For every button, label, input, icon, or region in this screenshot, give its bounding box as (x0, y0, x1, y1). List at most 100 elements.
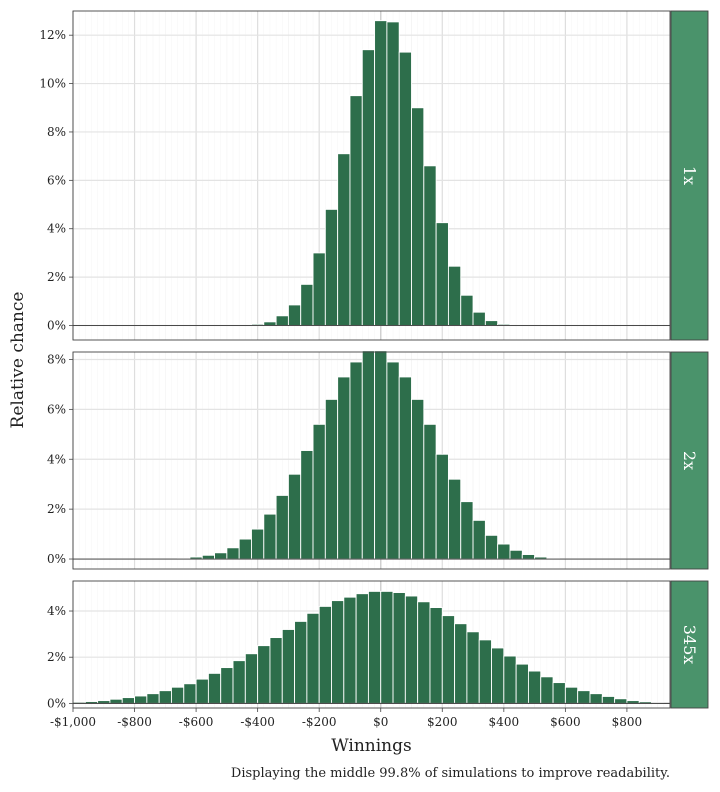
histogram-bar (404, 595, 419, 704)
histogram-bar (564, 686, 579, 704)
histogram-bar (318, 605, 332, 704)
histogram-bar (484, 534, 499, 560)
histogram-bar (158, 690, 172, 704)
histogram-bar (478, 639, 492, 704)
histogram-bar (300, 283, 314, 326)
histogram-bar (435, 453, 449, 560)
histogram-bar (232, 660, 246, 704)
panel-border (72, 351, 671, 570)
facet-strip (670, 351, 709, 570)
chart-panels: 0% 2% 4% 6% 8% 10% 12% 1x 0% 2% 4% 6% 8% 2x 0% 2% 4% 345x (39, 10, 709, 710)
histogram-bar (251, 528, 265, 560)
histogram-bar (429, 607, 443, 704)
histogram-bar (275, 315, 289, 326)
x-axis-title: Winnings (331, 736, 412, 756)
y-tick-label: 8% (47, 125, 66, 139)
histogram-bar (472, 311, 486, 326)
histogram-bar (324, 208, 339, 326)
panel-1x: 0% 2% 4% 6% 8% 10% 12% 1x (39, 10, 709, 341)
histogram-bar (435, 222, 449, 326)
histogram-bar (331, 600, 345, 704)
histogram-bar (472, 519, 486, 560)
histogram-bar (263, 513, 277, 560)
y-tick-label: 12% (39, 28, 66, 42)
y-tick-label: 4% (47, 452, 66, 466)
histogram-bar (460, 501, 474, 560)
histogram-bar (441, 615, 456, 704)
y-tick-label: 0% (47, 552, 66, 566)
histogram-bar (589, 693, 603, 704)
histogram-bar (484, 320, 499, 326)
facet-strip-label: 345x (680, 625, 699, 665)
histogram-bar (121, 697, 135, 704)
histogram-bar (374, 20, 388, 326)
facet-strip-label: 2x (680, 451, 699, 470)
panel-border (72, 580, 671, 709)
histogram-bar (374, 350, 388, 560)
histogram-bar (146, 693, 160, 704)
x-tick-label: -$600 (179, 715, 214, 729)
histogram-bar (577, 690, 591, 704)
x-tick-label: -$800 (117, 715, 152, 729)
x-tick-label: $0 (373, 715, 388, 729)
y-tick-label: 2% (47, 270, 66, 284)
histogram-bar (491, 647, 505, 704)
histogram-bar (312, 252, 326, 326)
x-axis: -$1,000 -$800 -$600 -$400 -$200 $0 $200 $400 $60… (50, 708, 642, 729)
histogram-bar (324, 398, 339, 560)
histogram-bar (386, 21, 400, 326)
y-tick-label: 2% (47, 650, 66, 664)
histogram-bar (263, 321, 277, 326)
histogram-bar (411, 107, 425, 326)
histogram-bar (195, 678, 209, 704)
histogram-bar (380, 590, 394, 704)
x-tick-label: $800 (612, 715, 643, 729)
x-tick-label: -$1,000 (50, 715, 96, 729)
histogram-bar (540, 676, 554, 704)
histogram-bar (454, 623, 468, 704)
y-tick-label: 0% (47, 696, 66, 710)
histogram-bar (306, 612, 320, 704)
histogram-bar (417, 601, 431, 704)
panel-2x: 0% 2% 4% 6% 8% 2x (47, 350, 709, 570)
histogram-bar (521, 554, 536, 560)
x-tick-label: -$200 (302, 715, 337, 729)
histogram-bar (552, 682, 566, 704)
histogram-bar (349, 361, 363, 560)
histogram-bar (503, 655, 517, 704)
histogram-bar (257, 645, 271, 704)
histogram-bar (281, 629, 296, 704)
histogram-bar (423, 423, 437, 560)
y-axis-title: Relative chance (8, 292, 28, 429)
histogram-bar (134, 695, 148, 704)
histogram-bar (287, 304, 302, 326)
chart-caption: Displaying the middle 99.8% of simulatio… (231, 766, 670, 781)
x-tick-label: $400 (489, 715, 520, 729)
histogram-bar (269, 637, 283, 704)
histogram-bar (460, 294, 474, 326)
histogram-bar (183, 683, 197, 704)
histogram-bar (466, 631, 480, 704)
y-tick-label: 8% (47, 352, 66, 366)
histogram-bar (349, 95, 363, 326)
histogram-bar (226, 547, 240, 560)
x-tick-label: $200 (427, 715, 458, 729)
y-tick-label: 2% (47, 502, 66, 516)
histogram-bar (171, 686, 185, 704)
y-tick-label: 4% (47, 222, 66, 236)
histogram-bar (497, 543, 511, 560)
histogram-bar (386, 361, 400, 560)
panel-border (72, 10, 671, 341)
panel-345x: 0% 2% 4% 345x (47, 580, 709, 710)
histogram-bar (509, 549, 523, 560)
histogram-bar (244, 653, 259, 704)
histogram-bar (275, 494, 289, 560)
facet-strip (670, 10, 709, 341)
histogram-bar (343, 596, 357, 704)
histogram-bar (201, 554, 216, 560)
histogram-bar (214, 552, 228, 560)
y-tick-label: 4% (47, 604, 66, 618)
histogram-bar (207, 672, 222, 704)
histogram-bar (411, 398, 425, 560)
